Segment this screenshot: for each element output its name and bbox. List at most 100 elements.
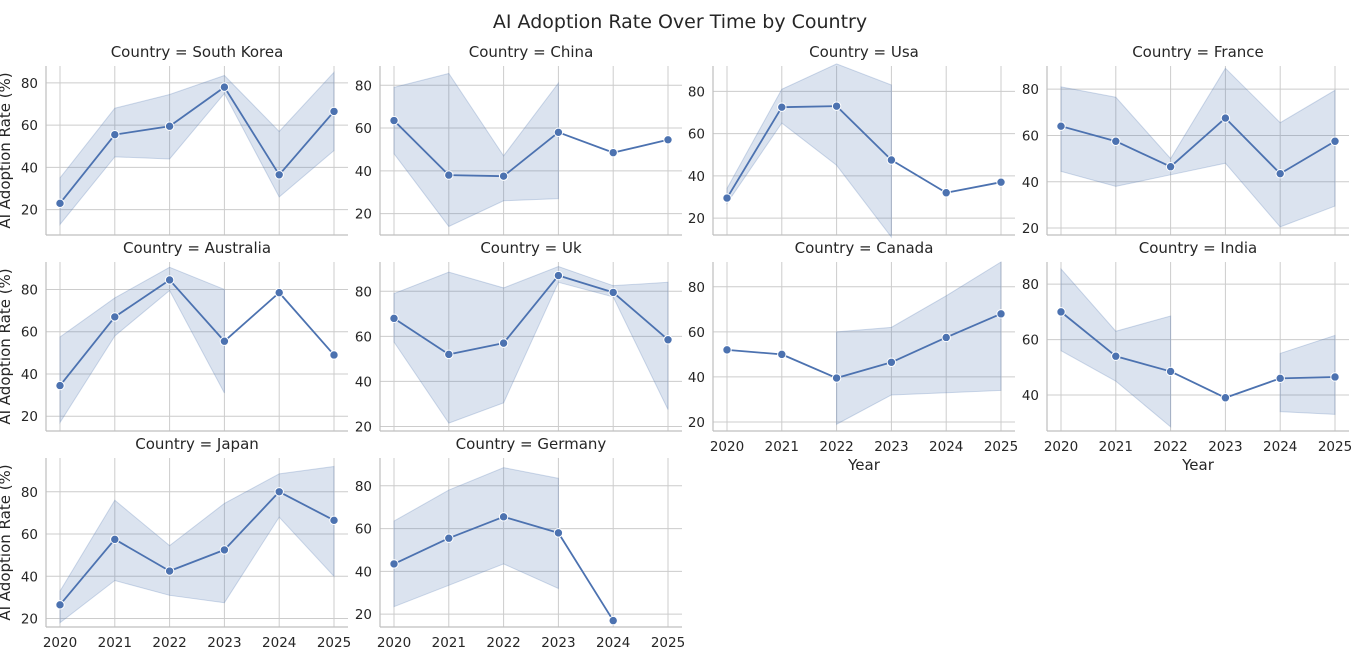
y-tick-label: 60: [355, 121, 372, 137]
confidence-band: [59, 266, 225, 425]
y-axis-label: AI Adoption Rate (%): [0, 268, 14, 424]
y-tick-label: 20: [1022, 221, 1039, 237]
data-point: [389, 115, 399, 126]
data-point: [777, 102, 787, 112]
data-point: [996, 309, 1006, 319]
data-point: [164, 275, 175, 285]
x-tick-label: 2024: [262, 635, 296, 651]
facet-panel: 20 40 60 80 Country = Usa: [688, 43, 1015, 239]
x-tick-label: 2022: [1153, 439, 1187, 455]
y-tick-label: 40: [21, 367, 38, 383]
y-tick-label: 60: [688, 325, 705, 341]
series-line: [59, 490, 335, 606]
facet-panel: 20 40 60 80 Country = Japan 2020 2021 2022 2023 2…: [0, 435, 351, 651]
data-point: [1275, 373, 1285, 384]
data-point: [553, 270, 564, 281]
confidence-band: [836, 261, 1002, 426]
data-point: [1056, 121, 1066, 131]
x-tick-label: 2021: [432, 635, 466, 651]
data-point: [608, 615, 618, 626]
data-point: [1056, 307, 1066, 317]
data-point: [1330, 136, 1340, 146]
facet-panel: 20 40 60 80 Country = Germany 2020 2021 2022 202…: [355, 435, 685, 651]
series-line: [726, 105, 1002, 199]
x-tick-label: 2024: [596, 635, 630, 651]
data-point: [329, 106, 339, 117]
x-axis-label: Year: [847, 456, 881, 474]
confidence-band: [1060, 267, 1172, 428]
y-tick-label: 40: [688, 370, 705, 386]
y-tick-label: 20: [21, 612, 38, 628]
data-point: [1330, 372, 1340, 382]
y-tick-label: 40: [1022, 175, 1039, 191]
y-tick-label: 60: [21, 527, 38, 543]
data-point: [444, 533, 454, 543]
series-line: [1060, 311, 1336, 399]
y-tick-label: 40: [355, 564, 372, 580]
y-tick-label: 80: [21, 76, 38, 92]
x-tick-label: 2020: [710, 439, 744, 455]
x-tick-label: 2020: [1044, 439, 1078, 455]
data-point: [1220, 113, 1231, 123]
data-point: [553, 528, 564, 538]
data-point: [219, 82, 230, 92]
x-tick-label: 2022: [152, 635, 186, 651]
x-tick-label: 2021: [1099, 439, 1133, 455]
confidence-band: [1060, 67, 1336, 228]
data-point: [722, 193, 732, 203]
data-point: [1165, 162, 1176, 172]
y-tick-label: 40: [355, 374, 372, 390]
data-point: [941, 332, 951, 343]
confidence-band: [1279, 334, 1336, 415]
confidence-band: [393, 72, 559, 228]
confidence-band: [393, 467, 559, 608]
y-tick-label: 80: [1022, 277, 1039, 293]
data-point: [608, 287, 618, 298]
data-point: [722, 345, 732, 355]
data-point: [444, 170, 454, 180]
data-point: [164, 121, 175, 131]
chart-title: AI Adoption Rate Over Time by Country: [493, 11, 867, 33]
facet-title: Country = Uk: [480, 239, 582, 257]
y-tick-label: 60: [355, 329, 372, 345]
facet-title: Country = Canada: [795, 239, 934, 257]
x-tick-label: 2021: [98, 635, 132, 651]
data-point: [444, 349, 454, 360]
y-tick-label: 20: [688, 415, 705, 431]
confidence-band: [59, 71, 335, 226]
x-tick-label: 2023: [207, 635, 241, 651]
x-tick-label: 2022: [819, 439, 853, 455]
data-point: [498, 171, 509, 181]
data-point: [1111, 136, 1121, 146]
x-tick-label: 2022: [486, 635, 520, 651]
series-line: [59, 86, 335, 204]
facet-title: Country = Australia: [123, 239, 271, 257]
y-tick-label: 20: [688, 211, 705, 227]
facet-title: Country = Germany: [456, 435, 607, 453]
y-tick-label: 40: [688, 169, 705, 185]
confidence-band: [726, 63, 892, 239]
y-tick-label: 80: [355, 78, 372, 94]
data-point: [831, 101, 842, 111]
data-point: [663, 135, 673, 145]
y-tick-label: 80: [688, 84, 705, 100]
data-point: [996, 177, 1006, 187]
facet-panel: 20 40 60 80 Country = Australia AI Adoption R…: [0, 239, 348, 432]
data-point: [498, 338, 509, 348]
data-point: [274, 170, 284, 180]
y-tick-label: 60: [1022, 333, 1039, 349]
facet-grid: 20 40 60 80 Country = South Korea AI Adoption…: [0, 43, 1352, 651]
y-tick-label: 60: [21, 325, 38, 341]
data-point: [329, 350, 339, 360]
x-tick-label: 2025: [651, 635, 685, 651]
y-tick-label: 80: [1022, 82, 1039, 98]
x-tick-label: 2025: [317, 635, 351, 651]
facet-panel: 20 40 60 80 Country = France: [1022, 43, 1349, 237]
y-tick-label: 80: [355, 479, 372, 495]
series-line: [726, 313, 1002, 379]
y-tick-label: 20: [355, 419, 372, 435]
x-tick-label: 2021: [765, 439, 799, 455]
x-axis-label: Year: [1181, 456, 1215, 474]
x-tick-label: 2020: [377, 635, 411, 651]
